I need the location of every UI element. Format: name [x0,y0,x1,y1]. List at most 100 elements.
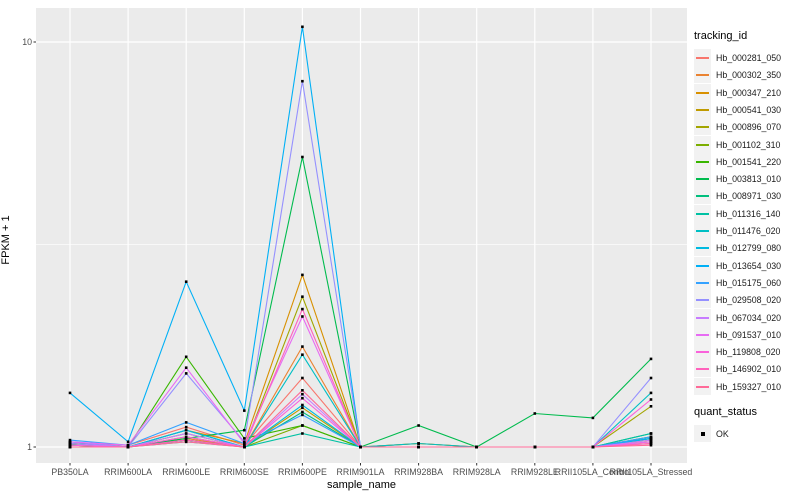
data-point [184,432,188,435]
legend-key-swatch [694,66,711,84]
data-point [649,435,653,439]
data-point [301,353,304,356]
data-point [243,442,246,445]
legend-title-quant-status: quant_status [694,406,757,418]
data-point [126,443,130,447]
legend-item-label: OK [716,429,729,439]
legend-key-swatch [694,239,711,257]
legend-key-line-icon [696,212,709,215]
data-point [243,443,246,447]
legend-item-label: Hb_091537_010 [716,329,782,340]
data-point [417,445,420,449]
data-point [68,445,72,449]
data-point [243,437,246,440]
legend-item-label: Hb_000302_350 [716,70,782,81]
data-point [68,391,72,395]
data-point [126,445,130,449]
data-point [68,442,72,445]
data-point [184,438,188,442]
x-tick-label: RRIM600SE [219,467,269,477]
data-point [184,280,188,283]
data-point [417,442,420,445]
data-point [184,437,188,440]
data-point [359,445,362,449]
legend-key-swatch [694,222,711,239]
data-point [301,25,304,29]
data-point [301,376,304,380]
legend-key-line-icon [696,108,709,111]
legend-key-line-icon [696,247,709,250]
legend-item-label: Hb_008971_030 [716,191,782,202]
legend-key-line-icon [696,316,709,319]
legend-item-label: Hb_000281_050 [716,53,782,63]
data-point [591,445,595,449]
panel-background [36,8,687,463]
legend-key-line-icon [696,351,709,354]
data-point [301,307,304,311]
legend-key-swatch [694,273,711,291]
data-point [301,410,304,414]
y-tick-label: 1 [27,442,32,452]
data-point [184,372,188,375]
legend-title-tracking-id: tracking_id [694,30,748,42]
data-point [184,428,188,432]
legend-item-label: Hb_011316_140 [716,208,781,219]
data-point [301,79,304,83]
legend-item-label: Hb_003813_010 [716,174,782,185]
data-point [301,403,304,407]
data-point [649,432,653,435]
data-point [68,438,72,442]
legend-key-line-icon [696,91,709,94]
legend-key-line-icon [696,333,709,336]
data-point [649,443,653,447]
data-point [301,295,304,298]
legend-item-label: Hb_067034_020 [716,312,782,323]
legend-key-swatch [694,170,711,188]
legend-key-line-icon [696,195,709,198]
x-tick-label: RRIM600PE [277,467,327,477]
data-point [243,440,246,444]
data-point [68,440,72,444]
legend-key-line-icon [696,230,709,232]
data-point [243,428,246,432]
data-point [301,389,304,392]
legend-key-swatch [694,100,711,118]
legend-item-label: Hb_000541_030 [716,104,782,115]
legend-key-line-icon [696,57,709,59]
data-point [533,412,537,415]
legend-item-label: Hb_011476_020 [716,226,781,236]
data-point [417,424,420,427]
legend-key-line-icon [696,126,709,129]
data-point [184,421,188,424]
legend-item-label: Hb_012799_080 [716,243,782,254]
legend-item-label: Hb_001102_310 [716,139,781,150]
legend-key-line-icon [696,368,709,371]
x-tick-label: RRIM600LA [104,467,153,477]
data-point [126,440,130,444]
data-point [184,355,188,359]
data-point [243,409,246,412]
data-point [301,424,304,427]
data-point [301,406,304,410]
data-point [301,315,304,318]
legend-item-label: Hb_029508_020 [716,295,782,306]
legend-key-swatch [694,360,711,378]
legend-key-swatch [694,49,711,66]
legend-key-line-icon [696,143,709,146]
data-point [649,376,653,380]
data-point [243,445,246,449]
data-point [301,273,304,277]
legend-key-line-icon [696,74,709,77]
x-tick-label: RRIM928BA [394,467,444,477]
legend-key-swatch [694,325,711,343]
black-square-point-icon [701,432,705,436]
legend-key-line-icon [696,299,709,302]
legend-key-swatch [694,135,711,153]
data-point [184,425,188,429]
x-tick-label: RRIM928LA [452,467,501,477]
legend-key-line-icon [696,385,709,388]
legend-item-label: Hb_013654_030 [716,260,782,271]
data-point [301,155,304,159]
